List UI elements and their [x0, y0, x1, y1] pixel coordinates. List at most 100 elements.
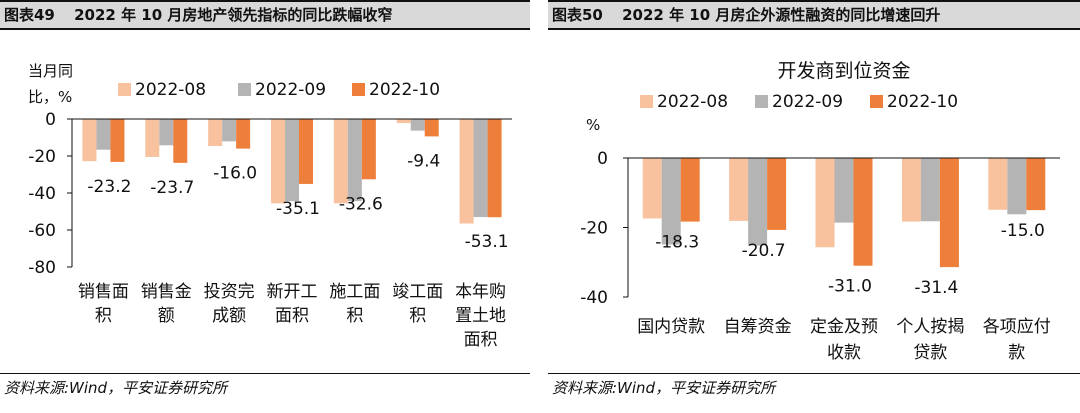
- chart-panel-49: 图表49 2022 年 10 月房地产领先指标的同比跌幅收窄 2022-08 20…: [0, 0, 530, 413]
- bar: [680, 158, 700, 222]
- bar: [459, 119, 474, 224]
- category-label: 自筹资金: [724, 317, 792, 337]
- figure-header: 图表49 2022 年 10 月房地产领先指标的同比跌幅收窄: [0, 0, 530, 30]
- bar: [487, 119, 502, 218]
- y-tick-label: -60: [28, 221, 56, 241]
- legend-swatch: [870, 95, 883, 108]
- data-label: -32.6: [339, 194, 383, 214]
- y-tick-label: -20: [28, 147, 56, 167]
- category-label: 投资完: [204, 282, 255, 302]
- bar: [208, 119, 223, 147]
- data-label: -16.0: [213, 164, 257, 184]
- category-label: 面积: [275, 306, 309, 326]
- y-tick-label: -40: [28, 184, 56, 204]
- bar: [222, 119, 237, 142]
- y-axis-label: %: [586, 116, 600, 134]
- bar: [299, 119, 313, 184]
- figure-title: 2022 年 10 月房地产领先指标的同比跌幅收窄: [74, 6, 393, 24]
- data-label: -31.0: [828, 277, 872, 297]
- bar: [1026, 158, 1046, 211]
- bar: [473, 119, 488, 218]
- category-label: 竣工面: [392, 282, 443, 302]
- bar-chart: 开发商到位资金 2022-08 2022-09 2022-10% 0 -20 -40 -18.…: [580, 60, 1060, 363]
- bar: [361, 119, 376, 180]
- bar: [661, 158, 681, 245]
- data-label: -20.7: [742, 241, 786, 261]
- bar: [1007, 158, 1027, 215]
- y-axis-label: 比，%: [28, 88, 72, 106]
- figure-header: 图表50 2022 年 10 月房企外源性融资的同比增速回升: [548, 0, 1080, 30]
- legend-swatch: [238, 83, 251, 96]
- legend-label: 2022-08: [135, 80, 206, 100]
- data-label: -23.2: [87, 177, 131, 197]
- legend-label: 2022-09: [772, 92, 843, 112]
- legend-swatch: [118, 83, 131, 96]
- bar: [285, 119, 299, 202]
- category-label: 积: [95, 306, 112, 326]
- category-label: 定金及预: [810, 317, 878, 337]
- figure-title: 2022 年 10 月房企外源性融资的同比增速回升: [622, 6, 941, 24]
- bar: [145, 119, 160, 157]
- data-label: -35.1: [276, 199, 320, 219]
- category-label: 成额: [212, 306, 246, 326]
- category-label: 个人按揭: [896, 317, 964, 337]
- data-label: -15.0: [1001, 221, 1045, 241]
- y-tick-label: -80: [28, 258, 56, 278]
- bar: [110, 119, 125, 162]
- bar: [159, 119, 174, 146]
- figure-number: 图表50: [552, 6, 603, 24]
- y-tick-label: -20: [580, 219, 608, 239]
- category-label: 销售金: [141, 282, 192, 302]
- figure-number: 图表49: [4, 6, 55, 24]
- category-label: 新开工: [267, 282, 318, 302]
- chart-title: 开发商到位资金: [777, 60, 910, 82]
- category-label: 销售面: [78, 282, 129, 302]
- y-tick-label: 0: [45, 110, 56, 130]
- bar: [988, 158, 1008, 210]
- bar: [642, 158, 662, 219]
- bar: [853, 158, 873, 266]
- bar: [920, 158, 940, 222]
- bar: [396, 119, 411, 124]
- bar: [424, 119, 439, 137]
- source-note: 资料来源:Wind，平安证券研究所: [548, 373, 1080, 402]
- data-label: -9.4: [407, 151, 440, 171]
- bar: [410, 119, 425, 131]
- legend-swatch: [352, 83, 365, 96]
- bar: [815, 158, 835, 248]
- source-note: 资料来源:Wind，平安证券研究所: [0, 373, 530, 402]
- data-label: -31.4: [914, 278, 958, 298]
- bar: [729, 158, 749, 221]
- category-label: 款: [1008, 343, 1025, 363]
- bar: [901, 158, 921, 222]
- category-label: 本年购: [455, 282, 506, 302]
- data-label: -18.3: [655, 233, 699, 253]
- bar: [347, 119, 362, 202]
- category-label: 贷款: [913, 343, 947, 363]
- bar: [834, 158, 854, 223]
- category-label: 施工面: [329, 282, 380, 302]
- y-axis-label: 当月同: [28, 62, 73, 80]
- bar: [271, 119, 285, 204]
- legend-label: 2022-10: [887, 92, 958, 112]
- bar: [236, 119, 251, 149]
- data-label: -53.1: [465, 232, 509, 252]
- category-label: 置土地: [455, 306, 506, 326]
- bar: [767, 158, 787, 230]
- legend-label: 2022-08: [657, 92, 728, 112]
- legend-label: 2022-10: [369, 80, 440, 100]
- legend-swatch: [640, 95, 653, 108]
- legend-swatch: [755, 95, 768, 108]
- data-label: -23.7: [150, 178, 194, 198]
- category-label: 各项应付: [983, 317, 1051, 337]
- bar: [748, 158, 768, 246]
- category-label: 收款: [827, 343, 861, 363]
- y-tick-label: 0: [597, 149, 608, 169]
- legend-label: 2022-09: [255, 80, 326, 100]
- category-label: 额: [158, 306, 175, 326]
- bar: [333, 119, 348, 204]
- category-label: 积: [346, 306, 363, 326]
- bar: [96, 119, 111, 150]
- bar: [173, 119, 188, 163]
